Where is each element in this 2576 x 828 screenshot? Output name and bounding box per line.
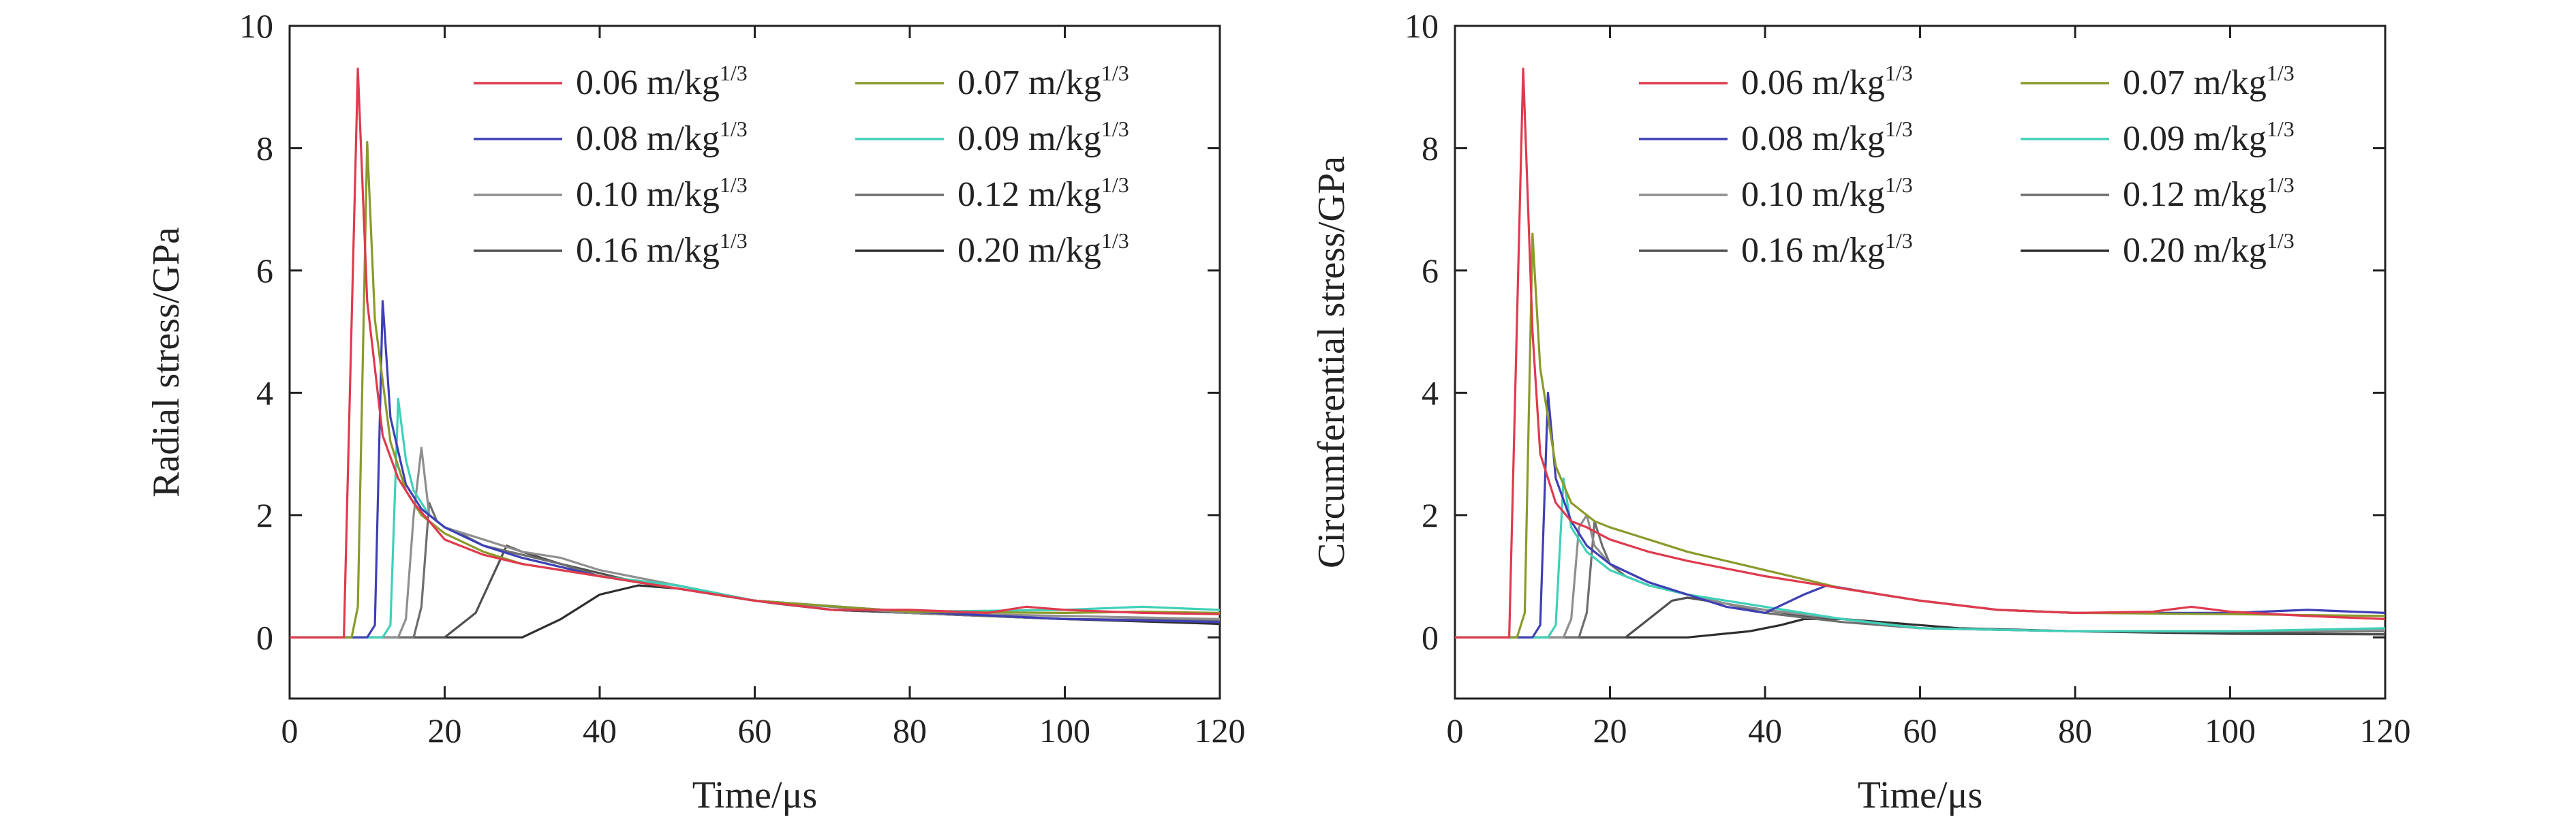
y-tick-label: 8 bbox=[1422, 129, 1439, 167]
x-tick-label: 40 bbox=[583, 711, 617, 750]
legend-label: 0.09 m/kg1/3 bbox=[957, 117, 1129, 158]
y-tick-label: 10 bbox=[239, 7, 273, 45]
y-tick-label: 8 bbox=[256, 129, 273, 167]
series-line bbox=[1455, 477, 2385, 639]
circumferential-stress-panel: 0 20 40 60 80 100 120 0 2 4 6 8 10 Time/μs Circumferen… bbox=[1310, 7, 2411, 816]
y-tick-label: 2 bbox=[256, 496, 273, 534]
x-tick-label: 40 bbox=[1748, 711, 1782, 750]
legend-label: 0.10 m/kg1/3 bbox=[1741, 172, 1913, 214]
x-tick-label: 20 bbox=[1593, 711, 1627, 750]
series-line bbox=[290, 140, 1220, 639]
legend-label: 0.10 m/kg1/3 bbox=[576, 172, 748, 214]
series-line bbox=[290, 300, 1220, 639]
x-tick-label: 0 bbox=[281, 711, 298, 750]
legend-label: 0.16 m/kg1/3 bbox=[1741, 228, 1913, 270]
y-tick-label: 6 bbox=[256, 251, 273, 290]
x-tick-label: 0 bbox=[1447, 711, 1464, 750]
legend-label: 0.12 m/kg1/3 bbox=[957, 172, 1129, 214]
y-axis-title: Radial stress/GPa bbox=[145, 227, 187, 497]
y-axis-title: Circumferential stress/GPa bbox=[1310, 156, 1353, 568]
y-tick-label: 6 bbox=[1422, 251, 1439, 290]
x-tick-label: 120 bbox=[1195, 711, 1246, 750]
y-tick-label: 10 bbox=[1405, 7, 1439, 45]
x-tick-label: 120 bbox=[2360, 711, 2411, 750]
x-tick-label: 20 bbox=[428, 711, 462, 750]
x-axis-title: Time/μs bbox=[1858, 774, 1983, 816]
y-tick-label: 2 bbox=[1422, 496, 1439, 534]
series-line bbox=[1455, 232, 2385, 639]
legend-label: 0.20 m/kg1/3 bbox=[957, 228, 1129, 270]
x-tick-label: 80 bbox=[893, 711, 927, 750]
x-tick-label: 100 bbox=[1039, 711, 1090, 750]
y-tick-label: 0 bbox=[1422, 618, 1439, 656]
series-line bbox=[1455, 67, 2385, 639]
x-axis-title: Time/μs bbox=[692, 774, 818, 816]
legend-label: 0.20 m/kg1/3 bbox=[2123, 228, 2295, 270]
series-line bbox=[290, 67, 1220, 639]
y-tick-label: 0 bbox=[256, 618, 273, 656]
legend-label: 0.12 m/kg1/3 bbox=[2123, 172, 2295, 214]
legend-label: 0.07 m/kg1/3 bbox=[2123, 61, 2295, 102]
legend-label: 0.08 m/kg1/3 bbox=[576, 117, 748, 158]
legend-label: 0.06 m/kg1/3 bbox=[576, 61, 748, 102]
legend-label: 0.08 m/kg1/3 bbox=[1741, 117, 1913, 158]
x-tick-label: 80 bbox=[2058, 711, 2092, 750]
radial-stress-panel: 0 20 40 60 80 100 120 0 2 4 6 8 10 Time/μs Radial stre… bbox=[145, 7, 1246, 816]
x-tick-label: 60 bbox=[738, 711, 772, 750]
y-tick-label: 4 bbox=[1422, 373, 1439, 412]
series-line bbox=[1455, 520, 2385, 639]
series-line bbox=[290, 545, 1220, 639]
legend-label: 0.09 m/kg1/3 bbox=[2123, 117, 2295, 158]
legend-label: 0.16 m/kg1/3 bbox=[576, 228, 748, 270]
x-tick-label: 100 bbox=[2205, 711, 2256, 750]
legend-label: 0.07 m/kg1/3 bbox=[957, 61, 1129, 102]
legend-label: 0.06 m/kg1/3 bbox=[1741, 61, 1913, 102]
x-tick-label: 60 bbox=[1903, 711, 1937, 750]
y-tick-label: 4 bbox=[256, 373, 273, 412]
